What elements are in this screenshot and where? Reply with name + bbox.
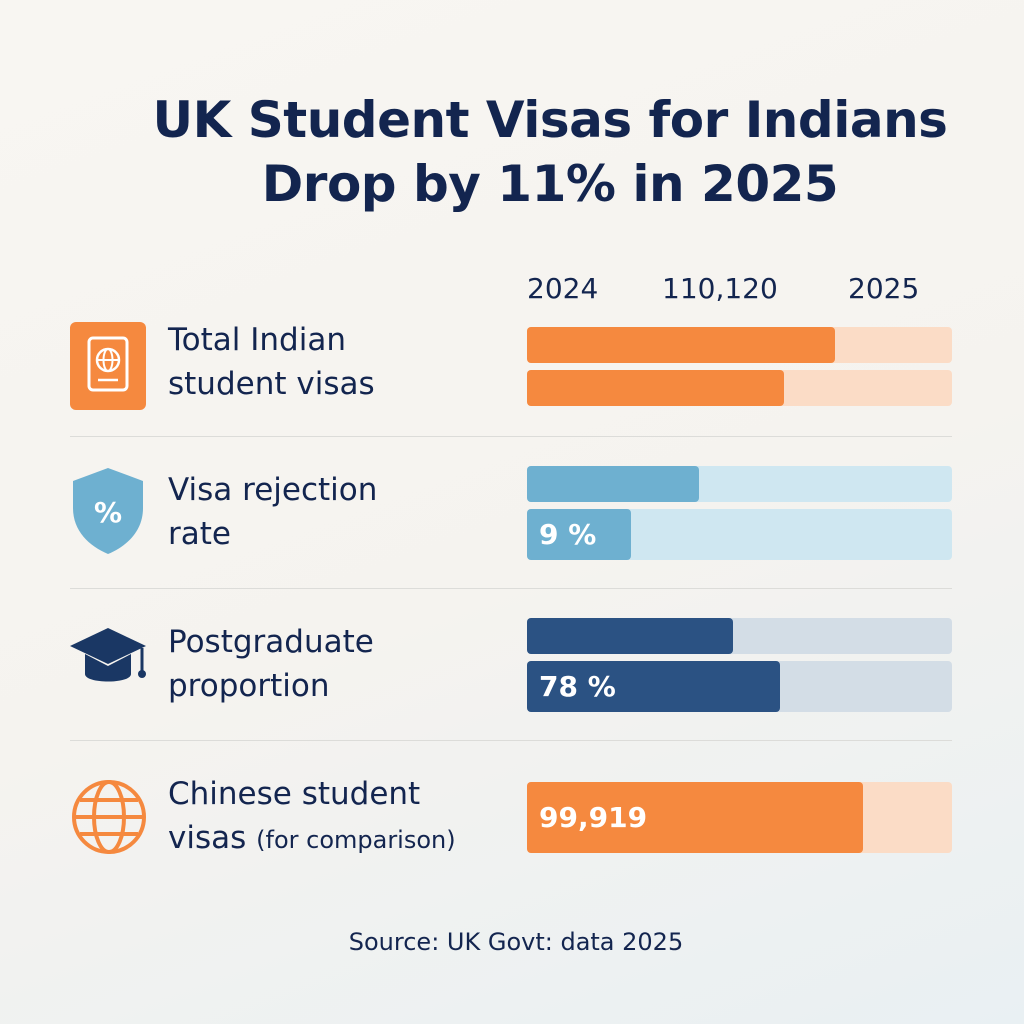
bar-chinese-visas bbox=[527, 782, 863, 853]
bar-track bbox=[527, 466, 952, 502]
bar-postgrad-2024 bbox=[527, 618, 734, 654]
bar-track: 99,919 bbox=[527, 782, 952, 853]
comparison-note: (for comparison) bbox=[256, 826, 456, 854]
row-divider bbox=[70, 588, 952, 589]
postgraduate-proportion-label: Postgraduate proportion bbox=[168, 620, 374, 708]
row-label-line: Visa rejection bbox=[168, 472, 378, 508]
bar-track bbox=[527, 618, 952, 654]
bar-total-2024 bbox=[527, 327, 836, 363]
svg-text:%: % bbox=[94, 496, 122, 529]
visa-rejection-rate-label: Visa rejection rate bbox=[168, 468, 377, 556]
bar-track: 9 % bbox=[527, 509, 952, 560]
bar-postgrad-2025 bbox=[527, 661, 780, 712]
source-note: Source: UK Govt: data 2025 bbox=[348, 928, 684, 956]
row-label-line: student visas bbox=[168, 366, 375, 402]
row-label-line: visas bbox=[168, 820, 247, 856]
row-label-line: rate bbox=[168, 516, 231, 552]
passport-icon bbox=[70, 322, 146, 410]
row-label-line: Chinese student bbox=[168, 776, 421, 812]
row-label-line: Postgraduate bbox=[168, 624, 374, 660]
title-line-2: Drop by 11% in 2025 bbox=[261, 155, 839, 213]
graduation-cap-icon bbox=[68, 626, 148, 692]
bar-total-2025 bbox=[527, 370, 785, 406]
chinese-visas-value: 99,919 bbox=[539, 801, 648, 834]
globe-icon bbox=[70, 778, 148, 856]
bar-rejection-2024 bbox=[527, 466, 700, 502]
rejection-rate-value: 9 % bbox=[539, 518, 597, 551]
chinese-student-visas-label: Chinese student visas (for comparison) bbox=[168, 772, 456, 862]
postgrad-proportion-value: 78 % bbox=[539, 670, 616, 703]
title-line-1: UK Student Visas for Indians bbox=[152, 91, 948, 149]
bar-track bbox=[527, 370, 952, 406]
row-label-line: proportion bbox=[168, 668, 330, 704]
row-divider bbox=[70, 436, 952, 437]
total-indian-visas-label: Total Indian student visas bbox=[168, 318, 375, 406]
chart-title: UK Student Visas for Indians Drop by 11%… bbox=[0, 88, 1024, 216]
year-2024-label: 2024 bbox=[527, 272, 599, 305]
shield-percent-icon: % bbox=[70, 466, 146, 556]
year-2025-label: 2025 bbox=[848, 272, 920, 305]
value-110120-label: 110,120 bbox=[662, 272, 778, 305]
bar-rejection-2025 bbox=[527, 509, 632, 560]
bar-track: 78 % bbox=[527, 661, 952, 712]
bar-track bbox=[527, 327, 952, 363]
row-label-line: Total Indian bbox=[168, 322, 346, 358]
row-divider bbox=[70, 740, 952, 741]
